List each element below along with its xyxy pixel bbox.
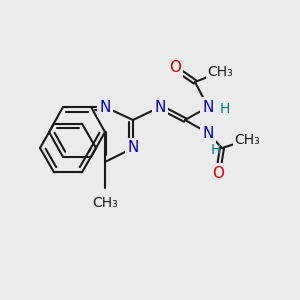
Text: O: O — [212, 166, 224, 181]
Text: H: H — [220, 102, 230, 116]
Text: CH₃: CH₃ — [92, 196, 118, 210]
Text: CH₃: CH₃ — [234, 133, 260, 147]
Text: N: N — [202, 100, 214, 115]
Text: CH₃: CH₃ — [207, 65, 233, 79]
Text: O: O — [169, 61, 181, 76]
Text: H: H — [211, 143, 221, 157]
Text: N: N — [202, 125, 214, 140]
Text: N: N — [154, 100, 166, 115]
Text: N: N — [127, 140, 139, 155]
Text: N: N — [99, 100, 111, 115]
